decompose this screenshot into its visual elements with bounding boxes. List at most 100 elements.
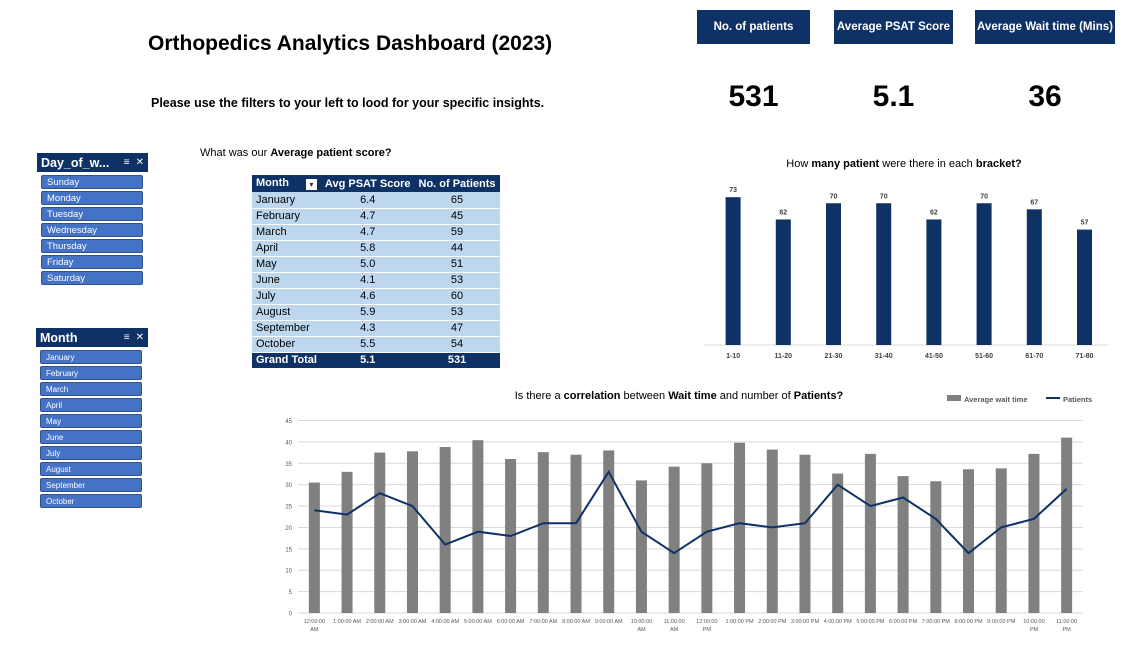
day-slicer-item[interactable]: Wednesday — [41, 223, 143, 237]
pivot-cell-psat: 5.5 — [320, 336, 415, 353]
bracket-x-tick: 11-20 — [775, 353, 793, 360]
month-slicer-item[interactable]: October — [40, 494, 142, 508]
bracket-chart-title-part: How — [786, 158, 811, 170]
wait-time-bar — [635, 480, 647, 613]
combo-chart-title-part: correlation — [564, 390, 621, 402]
bracket-chart-title: How many patient were there in each brac… — [786, 158, 1022, 170]
pivot-cell-patients: 44 — [414, 240, 500, 257]
combo-y-tick: 15 — [285, 547, 292, 553]
month-slicer-item[interactable]: August — [40, 462, 142, 476]
bracket-bar — [725, 197, 741, 345]
day-slicer-item[interactable]: Tuesday — [41, 207, 143, 221]
month-slicer-item[interactable]: February — [40, 366, 142, 380]
combo-x-tick: 2:00:00 AM — [366, 619, 394, 625]
combo-x-tick: 10:00:00 — [631, 619, 652, 625]
pivot-cell-psat: 6.4 — [320, 192, 415, 209]
wait-time-bar — [1061, 437, 1073, 613]
multi-select-icon[interactable]: ≡ — [123, 332, 130, 343]
combo-y-tick: 5 — [289, 590, 293, 596]
pivot-cell-patients: 59 — [414, 224, 500, 241]
pivot-cell-month: October — [252, 336, 321, 353]
pivot-cell-month: March — [252, 224, 321, 241]
combo-y-tick: 20 — [285, 526, 292, 532]
day-slicer-item[interactable]: Friday — [41, 255, 143, 269]
bracket-chart-title-part: bracket? — [976, 158, 1022, 170]
combo-y-tick: 10 — [285, 569, 292, 575]
pivot-header-month[interactable]: Month ▾ — [252, 175, 321, 192]
wait-time-bar — [766, 449, 778, 613]
pivot-header-month-label: Month — [256, 177, 289, 189]
wait-time-bar — [963, 469, 975, 613]
day-slicer-item[interactable]: Monday — [41, 191, 143, 205]
month-slicer-item[interactable]: July — [40, 446, 142, 460]
legend-bar-label: Average wait time — [964, 395, 1028, 404]
table-row: April 5.8 44 — [252, 240, 500, 257]
bracket-chart-title-part: were there in each — [879, 158, 976, 170]
combo-x-tick: 4:00:00 AM — [431, 619, 459, 625]
grand-total-label: Grand Total — [252, 352, 321, 369]
month-slicer-item[interactable]: January — [40, 350, 142, 364]
multi-select-icon[interactable]: ≡ — [123, 157, 130, 168]
combo-x-tick: PM — [1063, 627, 1072, 633]
kpi-wait-value: 36 — [1028, 80, 1062, 113]
day-slicer-item[interactable]: Thursday — [41, 239, 143, 253]
day-slicer-item[interactable]: Sunday — [41, 175, 143, 189]
wait-time-bar — [930, 481, 942, 613]
month-slicer-item[interactable]: May — [40, 414, 142, 428]
pivot-cell-patients: 51 — [414, 256, 500, 273]
table-row: June 4.1 53 — [252, 272, 500, 289]
pivot-cell-psat: 4.7 — [320, 224, 415, 241]
combo-x-tick: 1:00:00 AM — [333, 619, 361, 625]
combo-x-tick: 10:00:00 — [1023, 619, 1044, 625]
pivot-cell-patients: 47 — [414, 320, 500, 337]
bracket-x-tick: 61-70 — [1025, 353, 1043, 360]
bracket-bar — [876, 203, 892, 345]
pivot-cell-month: April — [252, 240, 321, 257]
combo-x-tick: 5:00:00 PM — [856, 619, 885, 625]
wait-time-bar — [537, 452, 549, 613]
bracket-data-label: 70 — [980, 193, 988, 200]
combo-chart-title-part: Wait time — [668, 390, 717, 402]
wait-time-bar — [341, 471, 353, 613]
table-row: August 5.9 53 — [252, 304, 500, 321]
clear-filter-icon[interactable]: ✕ — [135, 157, 144, 168]
combo-chart-title-part: Is there a — [515, 390, 564, 402]
table-row: March 4.7 59 — [252, 224, 500, 241]
clear-filter-icon[interactable]: ✕ — [135, 332, 144, 343]
bracket-data-label: 70 — [830, 193, 838, 200]
day-slicer-title: Day_of_w... — [41, 155, 110, 170]
combo-x-tick: 7:00:00 PM — [922, 619, 951, 625]
month-slicer-item[interactable]: September — [40, 478, 142, 492]
wait-time-bar — [308, 482, 320, 613]
filter-dropdown-icon[interactable]: ▾ — [305, 179, 317, 190]
day-slicer-header: Day_of_w... ≡ ✕ — [37, 153, 148, 172]
table-row: January 6.4 65 — [252, 192, 500, 209]
month-slicer-item[interactable]: April — [40, 398, 142, 412]
pivot-cell-psat: 5.0 — [320, 256, 415, 273]
day-slicer-item[interactable]: Saturday — [41, 271, 143, 285]
pivot-cell-patients: 53 — [414, 272, 500, 289]
bracket-bar — [1026, 209, 1042, 345]
pivot-cell-psat: 5.8 — [320, 240, 415, 257]
month-slicer-item[interactable]: June — [40, 430, 142, 444]
dashboard-title: Orthopedics Analytics Dashboard (2023) — [148, 32, 553, 55]
wait-time-bar — [799, 454, 811, 613]
pivot-cell-patients: 45 — [414, 208, 500, 225]
combo-chart-title: Is there a correlation between Wait time… — [515, 390, 844, 402]
month-slicer-title: Month — [40, 330, 78, 345]
bracket-bar — [926, 219, 942, 345]
bracket-x-tick: 21-30 — [825, 353, 843, 360]
combo-x-tick: 4:00:00 PM — [824, 619, 853, 625]
pivot-cell-psat: 5.9 — [320, 304, 415, 321]
month-slicer-item[interactable]: March — [40, 382, 142, 396]
table-row: February 4.7 45 — [252, 208, 500, 225]
kpi-patients-value: 531 — [728, 80, 779, 113]
pivot-cell-psat: 4.3 — [320, 320, 415, 337]
month-slicer-header: Month ≡ ✕ — [36, 328, 148, 347]
combo-y-tick: 35 — [285, 462, 292, 468]
kpi-psat-label: Average PSAT Score — [834, 10, 953, 44]
bracket-bar — [1077, 229, 1092, 345]
legend-line-label: Patients — [1063, 395, 1092, 404]
combo-x-tick: 9:00:00 PM — [987, 619, 1016, 625]
bracket-x-tick: 1-10 — [726, 353, 740, 360]
